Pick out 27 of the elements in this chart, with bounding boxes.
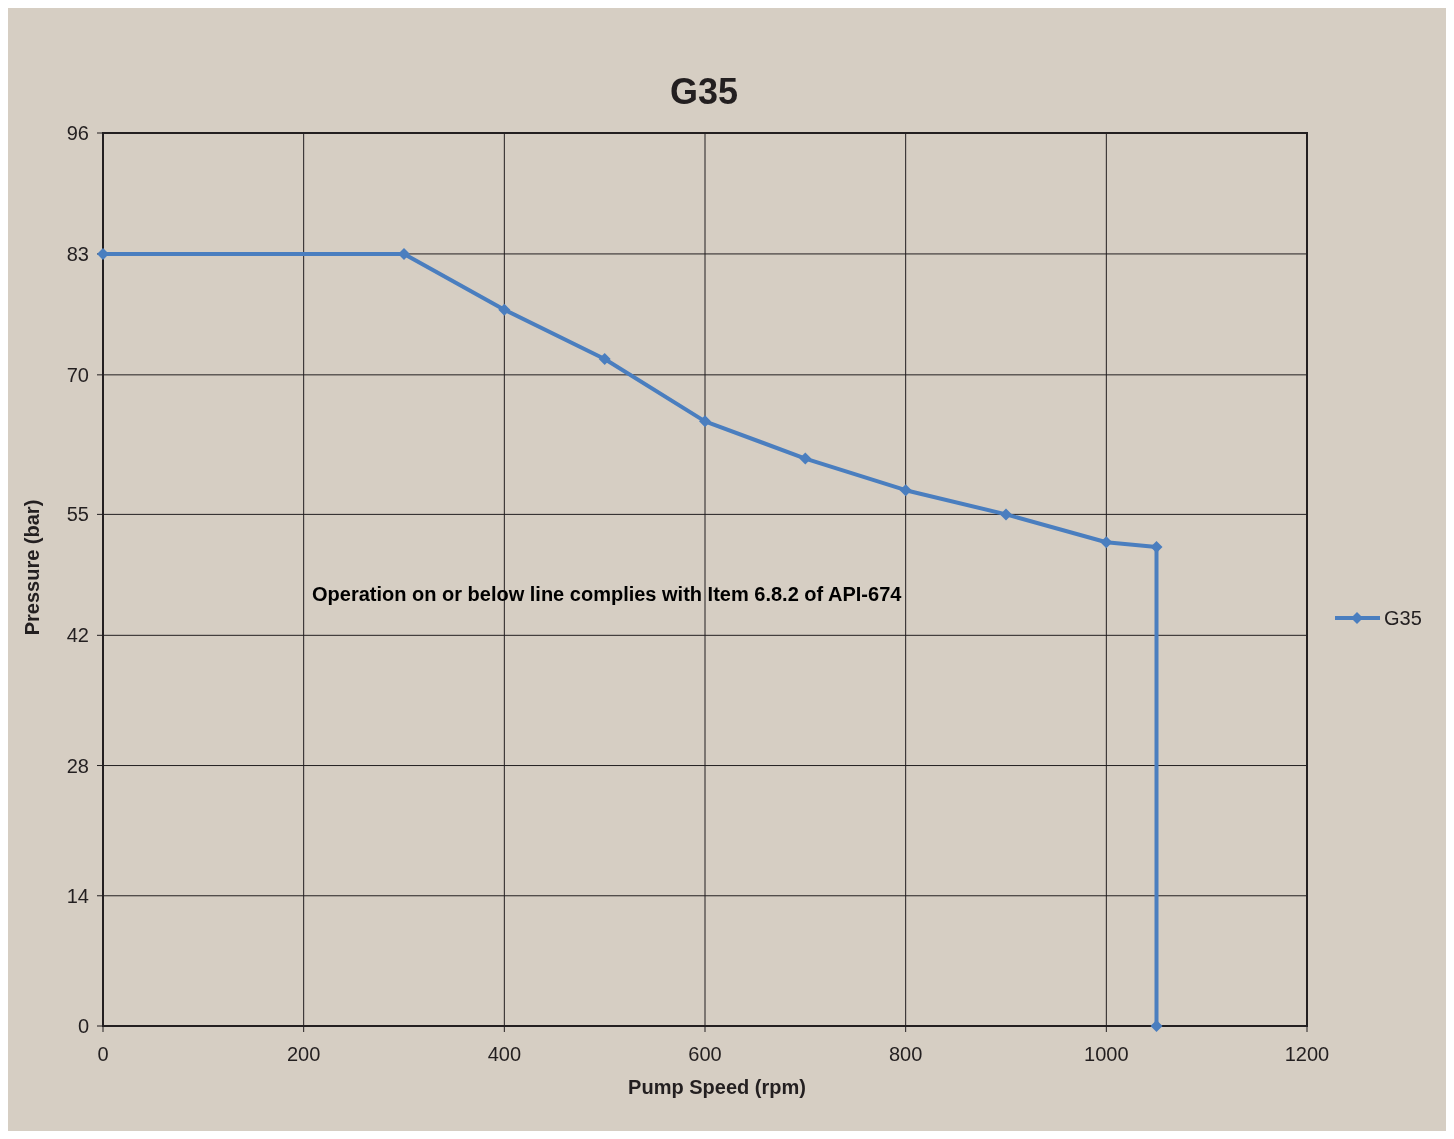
y-tick-label: 55 <box>66 503 89 526</box>
x-tick-label: 600 <box>688 1043 722 1065</box>
y-tick-label: 28 <box>66 754 89 777</box>
y-tick-label: 0 <box>77 1015 89 1037</box>
point <box>899 484 912 497</box>
point <box>498 303 511 316</box>
y-tick-label: 96 <box>66 122 89 144</box>
point <box>1150 540 1163 553</box>
point <box>598 353 611 366</box>
x-tick-label: 1000 <box>1084 1043 1129 1065</box>
y-tick-label: 70 <box>66 363 89 386</box>
y-tick-label: 14 <box>66 884 89 907</box>
y-axis-title: Pressure (bar) <box>21 499 43 636</box>
y-tick-label: 83 <box>66 242 89 265</box>
x-tick-label: 800 <box>888 1043 923 1065</box>
point <box>1150 1020 1163 1032</box>
x-tick-label: 1200 <box>1284 1043 1330 1065</box>
x-tick-label: 200 <box>286 1043 321 1065</box>
point <box>699 415 711 428</box>
legend-label: G35 <box>1384 607 1422 629</box>
x-tick-label: 400 <box>487 1043 522 1065</box>
chart-title: G35 <box>669 71 739 112</box>
point <box>799 452 812 465</box>
x-axis-title: Pump Speed (rpm) <box>628 1076 806 1098</box>
y-tick-label: 42 <box>66 624 89 647</box>
point <box>1000 508 1012 521</box>
x-tick-label: 0 <box>97 1043 109 1065</box>
